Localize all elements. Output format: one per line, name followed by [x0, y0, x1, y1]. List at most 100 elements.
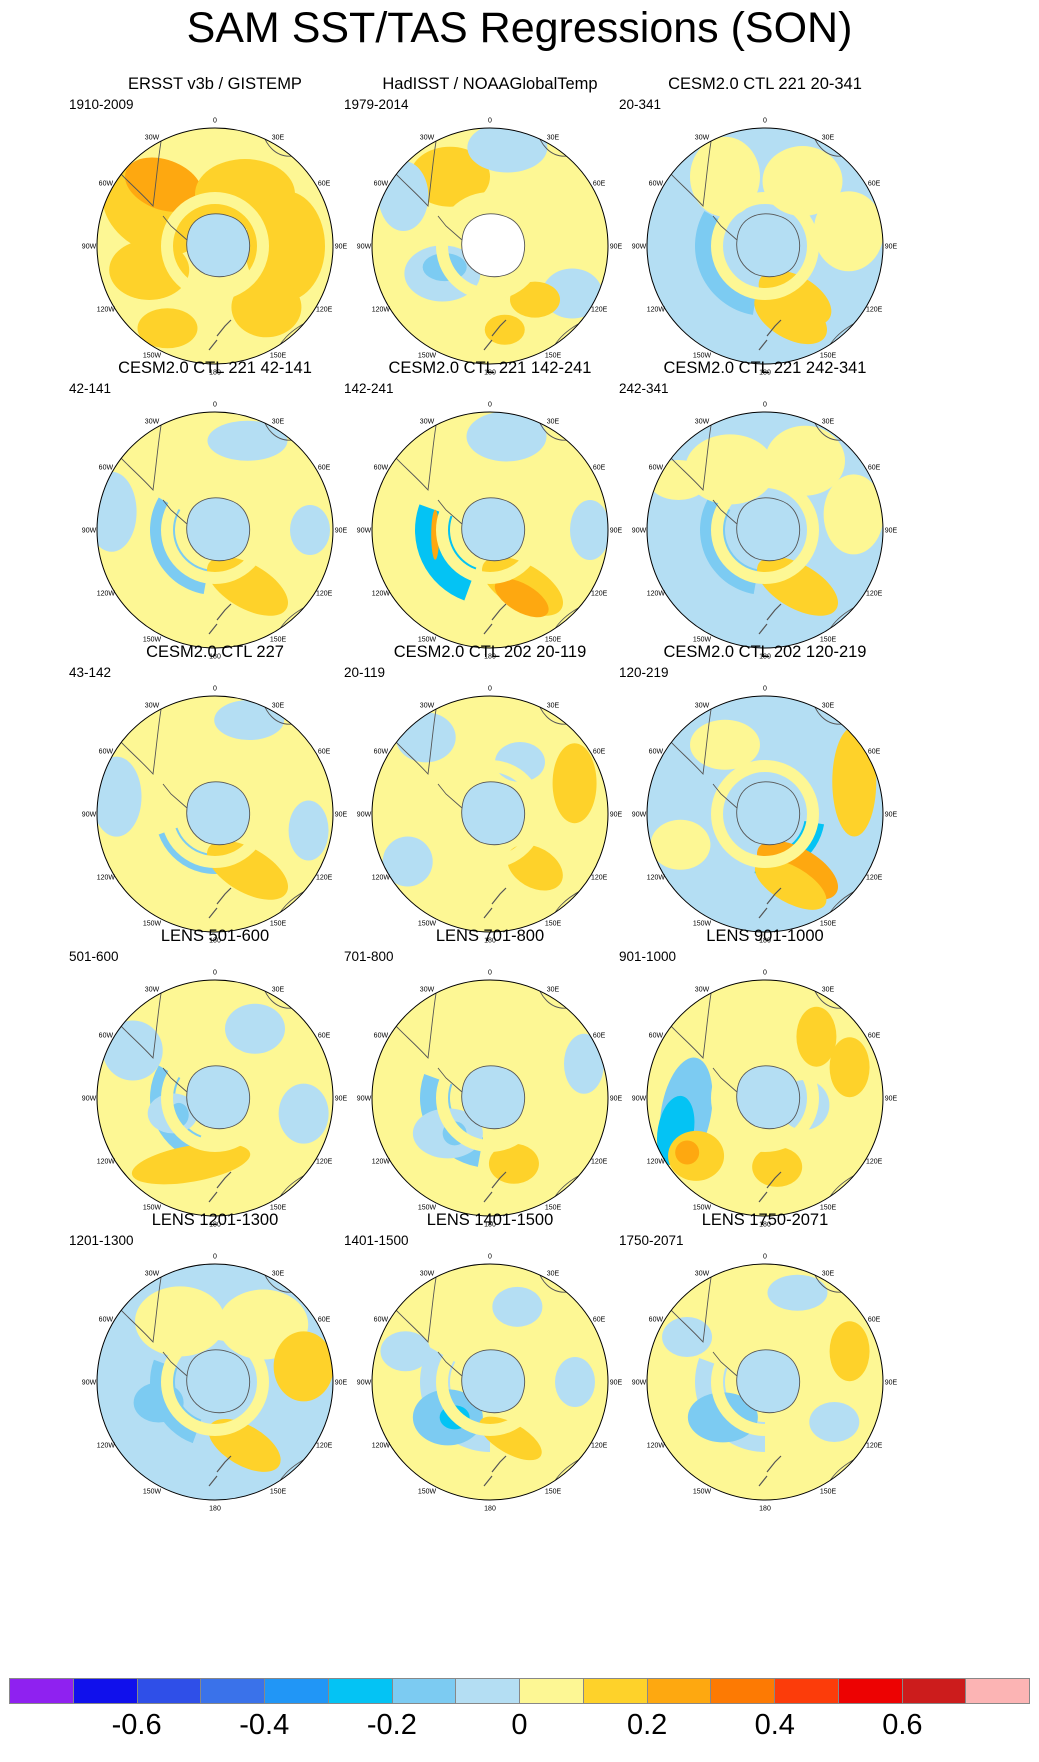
longitude-label: 60W — [649, 181, 664, 188]
polar-map: 0 30E 60E 90E 120E 150E 180 150W 120W 90W 60W 30W — [632, 970, 898, 1229]
colorbar-label: -0.6 — [111, 1709, 162, 1741]
circumpolar-ring — [711, 1328, 819, 1436]
longitude-label: 120W — [647, 1443, 666, 1450]
map-panel: 0 30E 60E 90E 120E 150E 180 150W 120W 90W 60W 30W CE… — [336, 638, 644, 956]
longitude-label: 150E — [820, 921, 837, 928]
anomaly-blob — [382, 836, 433, 887]
longitude-label: 60W — [374, 465, 389, 472]
antarctic-peninsula — [437, 783, 463, 809]
colorbar-label: 0 — [511, 1709, 528, 1741]
map-boundary — [371, 695, 609, 933]
south-america-coast — [647, 128, 716, 208]
anomaly-blob — [245, 191, 325, 301]
longitude-label: 180 — [209, 938, 221, 945]
longitude-label: 180 — [209, 370, 221, 377]
longitude-label: 60W — [649, 749, 664, 756]
panel-period: 501-600 — [69, 949, 119, 964]
longitude-label: 150W — [143, 921, 162, 928]
map-panel: 0 30E 60E 90E 120E 150E 180 150W 120W 90W 60W 30W LE… — [611, 922, 919, 1240]
anomaly-blob — [754, 859, 827, 910]
longitude-label: 90E — [610, 812, 623, 819]
longitude-label: 30W — [420, 1270, 435, 1277]
longitude-label: 120W — [372, 1159, 391, 1166]
south-america-coast — [97, 696, 166, 776]
polar-map: 0 30E 60E 90E 120E 150E 180 150W 120W 90W 60W 30W — [82, 402, 348, 661]
panel-title: CESM2.0 CTL 221 242-341 — [663, 359, 867, 377]
sst-field — [647, 1264, 883, 1500]
polar-map: 0 30E 60E 90E 120E 150E 180 150W 120W 90W 60W 30W — [632, 118, 898, 377]
south-america-coast — [97, 980, 166, 1060]
longitude-label: 180 — [759, 1222, 771, 1229]
circumpolar-ring — [161, 192, 269, 300]
longitude-label: 150W — [143, 1489, 162, 1496]
panel-period: 1910-2009 — [69, 97, 134, 112]
panel-title: CESM2.0 CTL 221 20-341 — [668, 75, 862, 93]
longitude-label: 90W — [632, 812, 647, 819]
longitude-label: 30E — [272, 1270, 285, 1277]
anomaly-blob — [231, 277, 302, 338]
new-zealand-coast — [758, 1455, 782, 1487]
anomaly-blob — [207, 420, 288, 461]
polar-map: 0 30E 60E 90E 120E 150E 180 150W 120W 90W 60W 30W — [82, 1254, 348, 1513]
polar-map: 0 30E 60E 90E 120E 150E 180 150W 120W 90W 60W 30W — [632, 1254, 898, 1513]
anomaly-blob — [555, 1357, 595, 1407]
longitude-label: 120E — [316, 1443, 333, 1450]
longitude-label: 120E — [316, 591, 333, 598]
longitude-label: 60E — [318, 1033, 331, 1040]
antarctica — [461, 497, 525, 562]
longitude-label: 90W — [632, 1096, 647, 1103]
longitude-label: 150E — [820, 1489, 837, 1496]
longitude-label: 150W — [418, 1205, 437, 1212]
longitude-label: 180 — [484, 938, 496, 945]
new-zealand-coast — [208, 603, 232, 635]
longitude-label: 120W — [97, 591, 116, 598]
map-panel: 0 30E 60E 90E 120E 150E 180 150W 120W 90W 60W 30W ER… — [61, 70, 369, 388]
longitude-label: 90W — [357, 812, 372, 819]
longitude-label: 120W — [647, 307, 666, 314]
longitude-label: 60W — [99, 181, 114, 188]
panel-period: 1201-1300 — [69, 1233, 134, 1248]
anomaly-blob — [225, 1003, 285, 1054]
longitude-label: 30E — [272, 986, 285, 993]
longitude-label: 120E — [316, 875, 333, 882]
antarctica — [736, 781, 800, 846]
longitude-label: 60E — [593, 181, 606, 188]
anomaly-blob — [466, 412, 547, 462]
longitude-label: 180 — [759, 938, 771, 945]
longitude-label: 60E — [318, 1317, 331, 1324]
longitude-label: 60W — [374, 1033, 389, 1040]
longitude-label: 0 — [213, 1254, 217, 1261]
longitude-label: 180 — [209, 654, 221, 661]
panel-title: LENS 1401-1500 — [426, 1211, 554, 1229]
longitude-label: 150W — [693, 637, 712, 644]
longitude-label: 180 — [484, 370, 496, 377]
polar-map: 0 30E 60E 90E 120E 150E 180 150W 120W 90W 60W 30W — [82, 970, 348, 1229]
south-america-coast — [372, 412, 441, 492]
panel-title: CESM2.0 CTL 221 42-141 — [118, 359, 312, 377]
anomaly-blob — [765, 425, 845, 496]
longitude-label: 30E — [547, 986, 560, 993]
longitude-label: 30W — [695, 1270, 710, 1277]
south-america-coast — [647, 1264, 716, 1344]
circumpolar-ring — [436, 192, 544, 300]
panel-title: HadISST / NOAAGlobalTemp — [382, 75, 598, 93]
longitude-label: 120W — [97, 1159, 116, 1166]
longitude-label: 180 — [759, 654, 771, 661]
longitude-label: 90W — [357, 1380, 372, 1387]
longitude-label: 120W — [647, 591, 666, 598]
antarctica — [736, 1349, 800, 1414]
colorbar-label: -0.2 — [366, 1709, 417, 1741]
sst-field — [372, 980, 608, 1216]
map-boundary — [646, 695, 884, 933]
longitude-label: 90E — [335, 244, 348, 251]
longitude-label: 0 — [213, 970, 217, 977]
longitude-label: 60E — [868, 749, 881, 756]
longitude-label: 60W — [374, 1317, 389, 1324]
colorbar-label: 0.6 — [882, 1709, 923, 1741]
longitude-label: 120E — [591, 1443, 608, 1450]
circumpolar-ring — [711, 476, 819, 584]
antarctica — [736, 213, 800, 278]
anomaly-blob — [467, 128, 548, 173]
longitude-label: 30E — [272, 134, 285, 141]
map-panel: 0 30E 60E 90E 120E 150E 180 150W 120W 90W 60W 30W CE… — [61, 638, 369, 956]
